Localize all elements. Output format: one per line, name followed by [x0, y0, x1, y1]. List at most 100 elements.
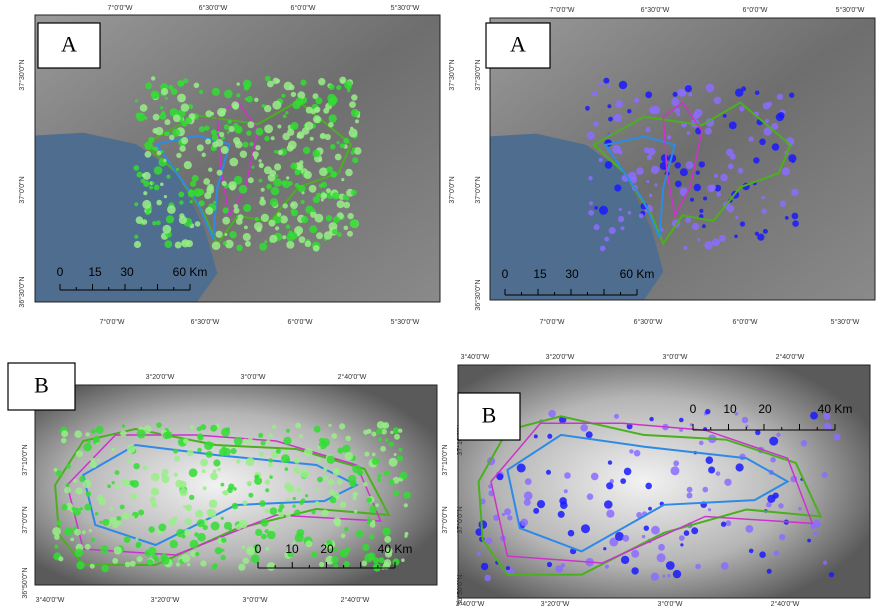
- occurrence-dot: [173, 115, 181, 123]
- occurrence-dot: [99, 521, 102, 524]
- coord-label-left: 37°0'0"N: [21, 506, 29, 533]
- occurrence-dot: [243, 500, 248, 505]
- occurrence-dot: [190, 200, 193, 203]
- coord-label-top: 7°0'0"W: [108, 4, 133, 12]
- occurrence-dot: [246, 457, 255, 466]
- occurrence-dot: [759, 139, 766, 146]
- occurrence-dot: [688, 93, 692, 97]
- occurrence-dot: [245, 241, 251, 247]
- occurrence-dot: [217, 170, 223, 176]
- occurrence-dot: [254, 157, 257, 160]
- occurrence-dot: [189, 468, 198, 477]
- occurrence-dot: [112, 481, 115, 484]
- occurrence-dot: [204, 441, 213, 450]
- occurrence-dot: [74, 529, 81, 536]
- occurrence-dot: [124, 536, 131, 543]
- occurrence-dot: [181, 137, 188, 144]
- occurrence-dot: [194, 83, 200, 89]
- occurrence-dot: [679, 418, 684, 423]
- occurrence-dot: [107, 484, 111, 488]
- occurrence-dot: [116, 516, 121, 521]
- occurrence-dot: [706, 456, 714, 464]
- occurrence-dot: [233, 123, 238, 128]
- occurrence-dot: [179, 488, 187, 496]
- occurrence-dot: [275, 174, 278, 177]
- occurrence-dot: [254, 222, 263, 231]
- occurrence-dot: [281, 94, 285, 98]
- occurrence-dot: [791, 189, 799, 197]
- occurrence-dot: [211, 522, 220, 531]
- occurrence-dot: [695, 564, 701, 570]
- occurrence-dot: [285, 111, 288, 114]
- occurrence-dot: [735, 216, 738, 219]
- occurrence-dot: [350, 219, 359, 228]
- occurrence-dot: [248, 493, 253, 498]
- occurrence-dot: [362, 544, 369, 551]
- occurrence-dot: [136, 544, 141, 549]
- occurrence-dot: [347, 231, 353, 237]
- occurrence-dot: [91, 538, 95, 542]
- coord-label-top: 3°0'0"W: [241, 373, 266, 381]
- occurrence-dot: [192, 175, 199, 182]
- occurrence-dot: [614, 114, 622, 122]
- occurrence-dot: [337, 141, 340, 144]
- occurrence-dot: [834, 434, 841, 441]
- occurrence-dot: [373, 557, 379, 563]
- occurrence-dot: [159, 113, 166, 120]
- panel-label: B: [34, 373, 49, 398]
- occurrence-dot: [261, 188, 265, 192]
- occurrence-dot: [152, 128, 158, 134]
- occurrence-dot: [628, 211, 632, 215]
- occurrence-dot: [259, 452, 264, 457]
- occurrence-dot: [143, 466, 148, 471]
- occurrence-dot: [710, 185, 716, 191]
- occurrence-dot: [172, 129, 180, 137]
- scale-label: 40 Km: [818, 402, 853, 416]
- occurrence-dot: [798, 507, 801, 510]
- occurrence-dot: [667, 135, 671, 139]
- occurrence-dot: [331, 172, 337, 178]
- occurrence-dot: [281, 454, 290, 463]
- coord-label-bottom: 3°40'0"W: [36, 596, 65, 604]
- occurrence-dot: [66, 483, 70, 487]
- occurrence-dot: [211, 130, 217, 136]
- occurrence-dot: [223, 241, 227, 245]
- occurrence-dot: [675, 181, 682, 188]
- occurrence-dot: [151, 91, 160, 100]
- occurrence-dot: [100, 545, 108, 553]
- occurrence-dot: [176, 168, 179, 171]
- occurrence-dot: [148, 526, 154, 532]
- occurrence-dot: [268, 433, 273, 438]
- occurrence-dot: [333, 216, 340, 223]
- occurrence-dot: [166, 175, 170, 179]
- occurrence-dot: [160, 106, 163, 109]
- occurrence-dot: [131, 480, 139, 488]
- occurrence-dot: [248, 121, 255, 128]
- occurrence-dot: [87, 440, 90, 443]
- occurrence-dot: [353, 492, 358, 497]
- occurrence-dot: [337, 232, 342, 237]
- occurrence-dot: [648, 507, 652, 511]
- occurrence-dot: [291, 122, 299, 130]
- occurrence-dot: [619, 208, 622, 211]
- occurrence-dot: [394, 453, 397, 456]
- occurrence-dot: [176, 562, 180, 566]
- occurrence-dot: [265, 488, 269, 492]
- occurrence-dot: [245, 97, 248, 100]
- occurrence-dot: [729, 122, 737, 130]
- occurrence-dot: [222, 217, 230, 225]
- occurrence-dot: [484, 575, 491, 582]
- occurrence-dot: [259, 179, 263, 183]
- occurrence-dot: [197, 519, 205, 527]
- occurrence-dot: [829, 572, 834, 577]
- occurrence-dot: [350, 151, 354, 155]
- occurrence-dot: [328, 98, 336, 106]
- occurrence-dot: [594, 206, 598, 210]
- occurrence-dot: [351, 94, 357, 100]
- occurrence-dot: [197, 448, 202, 453]
- occurrence-dot: [587, 132, 595, 140]
- coord-label-bottom: 3°20'0"W: [541, 600, 570, 608]
- occurrence-dot: [823, 561, 827, 565]
- occurrence-dot: [477, 552, 481, 556]
- occurrence-dot: [369, 505, 377, 513]
